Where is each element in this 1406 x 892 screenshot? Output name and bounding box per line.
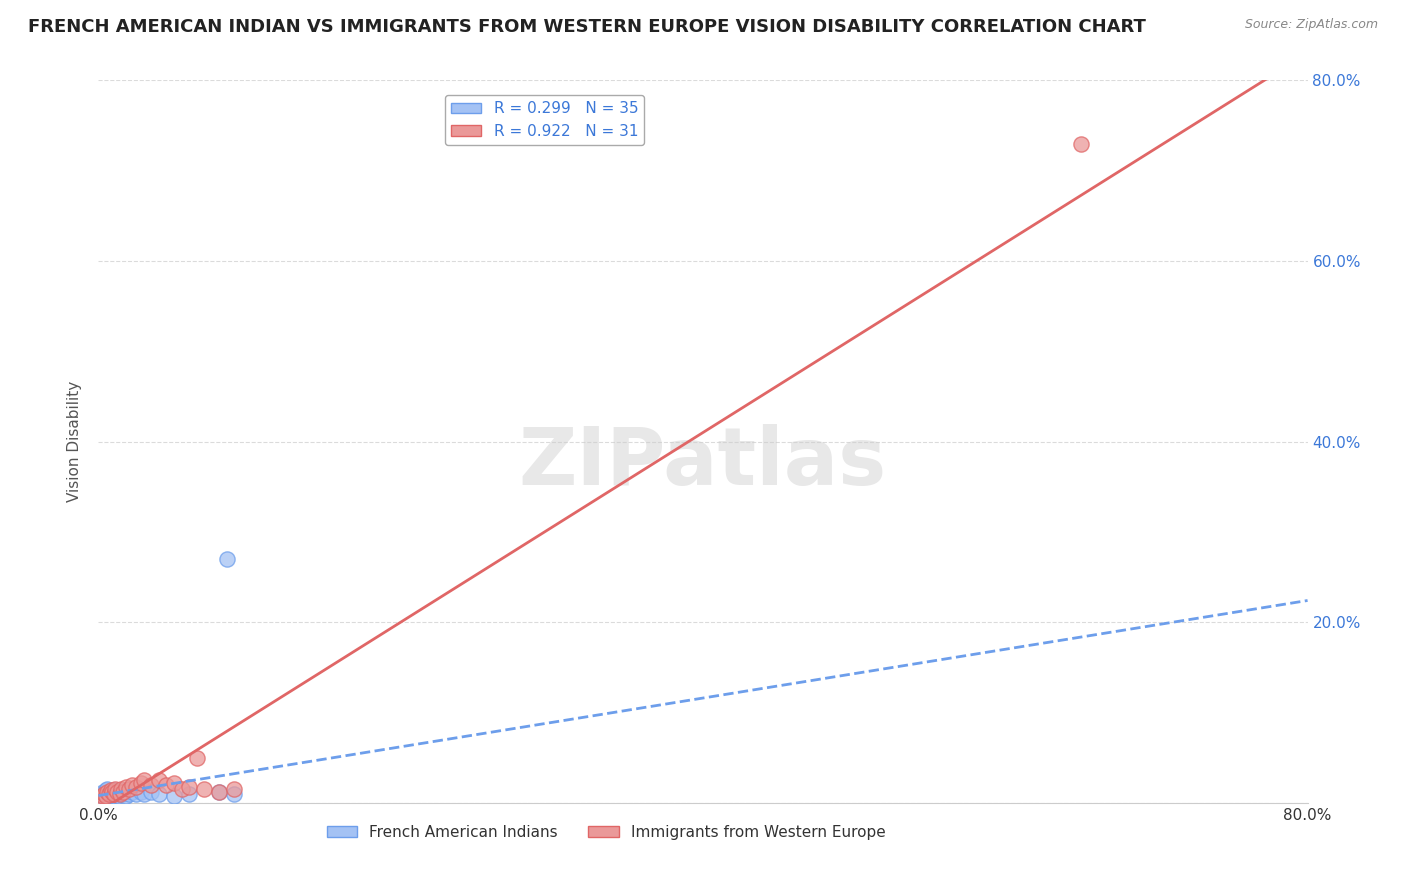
Point (108, 787, 131, 801)
Point (98, 785, 121, 799)
Point (111, 785, 134, 799)
Point (112, 783, 135, 797)
Point (98, 787, 121, 801)
Point (96, 785, 118, 799)
Point (132, 787, 155, 801)
Point (96, 782, 118, 797)
Point (1070, 136, 1092, 151)
Point (94, 783, 117, 797)
Point (110, 782, 132, 797)
Point (94, 789, 117, 803)
Point (108, 787, 131, 801)
Point (215, 552, 238, 566)
Point (105, 785, 128, 799)
Point (91, 789, 114, 803)
Point (90, 791, 112, 805)
Point (105, 785, 128, 799)
Point (114, 780, 136, 794)
Point (155, 778, 177, 792)
Point (121, 785, 143, 799)
Point (179, 787, 201, 801)
Point (121, 778, 143, 792)
Point (110, 785, 132, 799)
Point (103, 789, 125, 803)
Point (100, 783, 122, 797)
Point (163, 789, 186, 803)
Y-axis label: Vision Disability: Vision Disability (67, 381, 83, 502)
Point (163, 776, 186, 790)
Point (114, 789, 136, 803)
Point (94, 789, 117, 803)
Text: Source: ZipAtlas.com: Source: ZipAtlas.com (1244, 18, 1378, 31)
Point (91, 785, 114, 799)
Point (104, 787, 127, 801)
Text: FRENCH AMERICAN INDIAN VS IMMIGRANTS FROM WESTERN EUROPE VISION DISABILITY CORRE: FRENCH AMERICAN INDIAN VS IMMIGRANTS FRO… (28, 18, 1146, 36)
Point (129, 776, 152, 790)
Point (125, 787, 148, 801)
Point (148, 773, 170, 788)
Point (100, 787, 122, 801)
Point (93, 787, 115, 801)
Point (224, 787, 246, 801)
Point (170, 782, 193, 797)
Point (141, 778, 163, 792)
Text: ZIPatlas: ZIPatlas (519, 425, 887, 502)
Point (224, 782, 246, 797)
Point (91, 789, 114, 803)
Point (107, 789, 129, 803)
Point (101, 785, 124, 799)
Point (96, 787, 118, 801)
Point (208, 785, 231, 799)
Point (179, 780, 201, 794)
Point (148, 787, 170, 801)
Point (93, 787, 115, 801)
Point (125, 780, 148, 794)
Point (104, 782, 127, 797)
Point (186, 750, 208, 764)
Point (193, 782, 215, 797)
Point (118, 782, 141, 797)
Point (103, 783, 125, 797)
Point (98, 789, 121, 803)
Point (93, 790, 115, 805)
Point (141, 785, 163, 799)
Point (103, 787, 125, 801)
Point (129, 785, 152, 799)
Point (111, 787, 134, 801)
Point (101, 785, 124, 799)
Point (132, 773, 155, 788)
Point (118, 787, 141, 801)
Point (208, 785, 231, 799)
Legend: French American Indians, Immigrants from Western Europe: French American Indians, Immigrants from… (321, 819, 893, 846)
Point (90, 791, 112, 805)
